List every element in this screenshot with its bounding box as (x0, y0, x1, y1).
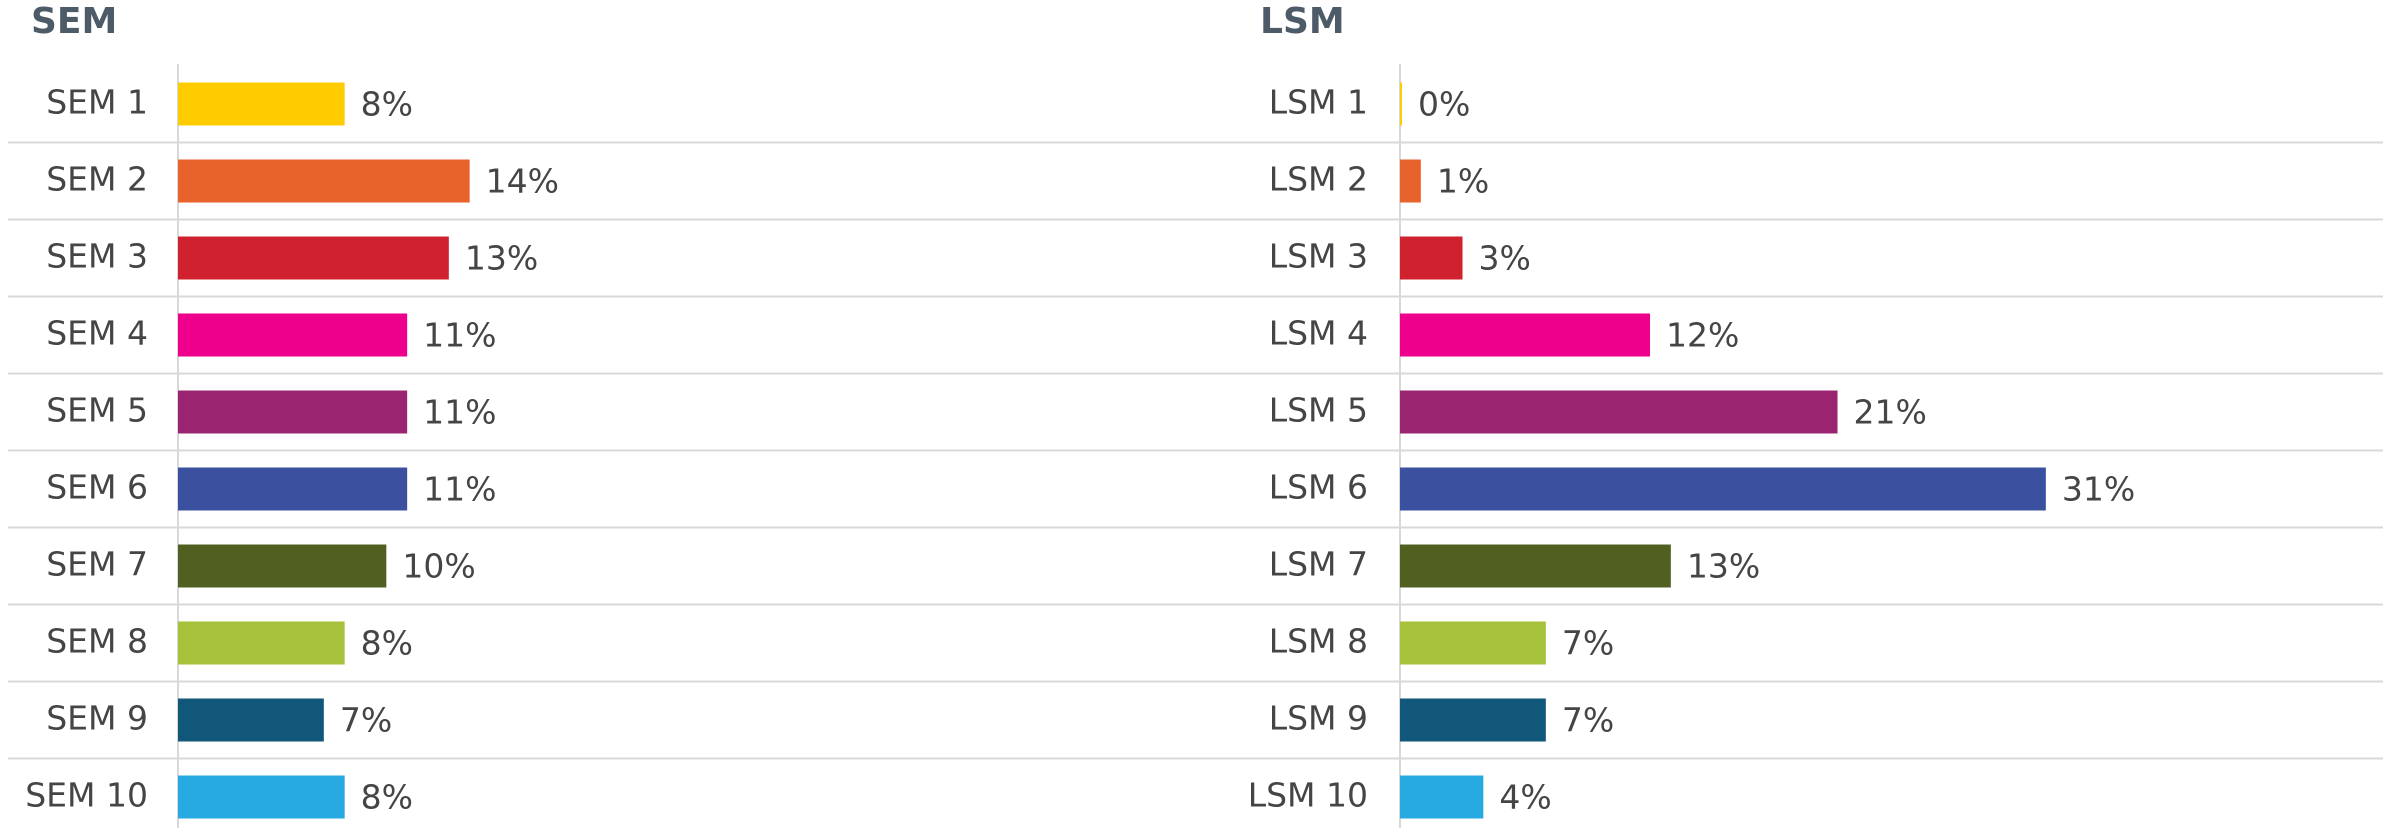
category-label: LSM 3 (1269, 237, 1368, 276)
bar (178, 775, 345, 819)
value-label: 7% (1562, 624, 1614, 663)
bar (178, 544, 387, 588)
category-label: LSM 5 (1269, 391, 1368, 430)
value-label: 8% (361, 778, 413, 817)
chart-title: SEM (31, 1, 117, 42)
bar (178, 621, 345, 665)
category-label: SEM 9 (46, 699, 148, 738)
bar (178, 698, 324, 742)
bar (1400, 313, 1650, 357)
category-label: SEM 5 (46, 391, 148, 430)
value-label: 1% (1437, 162, 1489, 201)
value-label: 4% (1499, 778, 1551, 817)
category-label: SEM 8 (46, 622, 148, 661)
category-label: SEM 4 (46, 314, 148, 353)
bar (1400, 467, 2046, 511)
value-label: 11% (423, 470, 496, 509)
bar (1400, 390, 1838, 434)
bar (178, 390, 408, 434)
bar (178, 467, 408, 511)
value-label: 11% (423, 393, 496, 432)
category-label: LSM 8 (1269, 622, 1368, 661)
category-label: LSM 9 (1269, 699, 1368, 738)
bar (1400, 621, 1546, 665)
value-label: 12% (1666, 316, 1739, 355)
category-label: LSM 1 (1269, 83, 1368, 122)
chart-title: LSM (1260, 1, 1345, 42)
bar (1400, 544, 1671, 588)
category-label: SEM 1 (46, 83, 148, 122)
value-label: 3% (1479, 239, 1531, 278)
value-label: 11% (423, 316, 496, 355)
bar (178, 313, 408, 357)
value-label: 0% (1418, 85, 1470, 124)
category-label: SEM 10 (25, 776, 148, 815)
category-label: LSM 10 (1248, 776, 1368, 815)
category-label: LSM 2 (1269, 160, 1368, 199)
category-label: LSM 4 (1269, 314, 1368, 353)
category-label: SEM 2 (46, 160, 148, 199)
bar (178, 236, 449, 280)
bar (1400, 236, 1463, 280)
category-label: LSM 6 (1269, 468, 1368, 507)
bar (178, 159, 470, 203)
value-label: 13% (1687, 547, 1760, 586)
value-label: 7% (1562, 701, 1614, 740)
value-label: 8% (361, 624, 413, 663)
bar (1400, 82, 1402, 126)
value-label: 13% (465, 239, 538, 278)
category-label: SEM 7 (46, 545, 148, 584)
category-label: LSM 7 (1269, 545, 1368, 584)
bar (1400, 775, 1484, 819)
value-label: 14% (486, 162, 559, 201)
category-label: SEM 6 (46, 468, 148, 507)
bar (1400, 698, 1546, 742)
value-label: 8% (361, 85, 413, 124)
value-label: 10% (402, 547, 475, 586)
value-label: 21% (1854, 393, 1927, 432)
bar (178, 82, 345, 126)
value-label: 31% (2062, 470, 2135, 509)
bar (1400, 159, 1421, 203)
value-label: 7% (340, 701, 392, 740)
category-label: SEM 3 (46, 237, 148, 276)
